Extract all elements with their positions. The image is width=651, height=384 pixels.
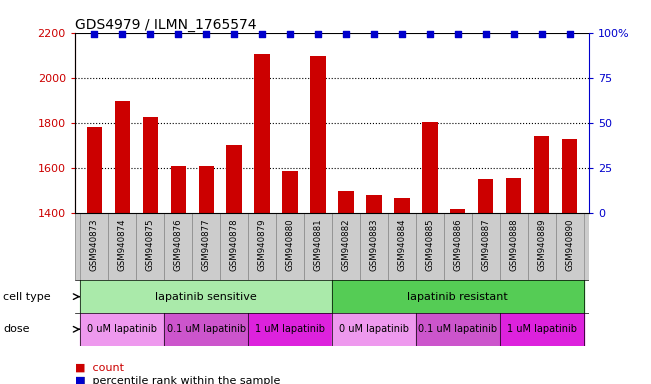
Bar — [500, 213, 528, 280]
Bar — [388, 213, 416, 280]
Point — [117, 31, 128, 38]
Point — [564, 31, 575, 38]
Point — [89, 31, 100, 38]
Bar — [332, 213, 360, 280]
Text: GSM940875: GSM940875 — [146, 218, 155, 271]
Point — [508, 31, 519, 38]
Bar — [171, 166, 186, 213]
Text: GSM940881: GSM940881 — [314, 218, 322, 271]
Bar — [562, 139, 577, 213]
Point — [480, 31, 491, 38]
Bar — [199, 166, 214, 213]
Bar — [444, 213, 472, 280]
Text: ■: ■ — [75, 376, 85, 384]
Text: lapatinib sensitive: lapatinib sensitive — [156, 291, 257, 302]
Bar — [248, 313, 332, 346]
Point — [257, 31, 268, 38]
Text: lapatinib resistant: lapatinib resistant — [408, 291, 508, 302]
Text: 0.1 uM lapatinib: 0.1 uM lapatinib — [167, 324, 246, 334]
Text: GSM940882: GSM940882 — [342, 218, 350, 271]
Bar — [395, 199, 409, 213]
Bar — [339, 190, 353, 213]
Text: GDS4979 / ILMN_1765574: GDS4979 / ILMN_1765574 — [75, 18, 256, 31]
Bar — [115, 101, 130, 213]
Text: 1 uM lapatinib: 1 uM lapatinib — [506, 324, 577, 334]
Text: ■  percentile rank within the sample: ■ percentile rank within the sample — [75, 376, 280, 384]
Bar — [311, 56, 326, 213]
Text: GSM940880: GSM940880 — [286, 218, 295, 271]
Bar — [416, 213, 444, 280]
Bar — [248, 213, 276, 280]
Text: 0 uM lapatinib: 0 uM lapatinib — [87, 324, 158, 334]
Bar — [555, 213, 583, 280]
Bar — [87, 127, 102, 213]
Point — [536, 31, 547, 38]
Text: GSM940890: GSM940890 — [565, 218, 574, 271]
Text: GSM940874: GSM940874 — [118, 218, 127, 271]
Bar — [500, 313, 583, 346]
Point — [173, 31, 184, 38]
Text: GSM940885: GSM940885 — [425, 218, 434, 271]
Bar — [109, 213, 136, 280]
Bar — [81, 213, 109, 280]
Bar — [143, 117, 158, 213]
Bar — [81, 280, 332, 313]
Bar — [332, 280, 583, 313]
Text: GSM940887: GSM940887 — [481, 218, 490, 271]
Point — [368, 31, 379, 38]
Point — [452, 31, 463, 38]
Text: GSM940888: GSM940888 — [509, 218, 518, 271]
Bar — [276, 213, 304, 280]
Bar — [283, 171, 298, 213]
Point — [340, 31, 351, 38]
Text: GSM940873: GSM940873 — [90, 218, 99, 271]
Point — [201, 31, 212, 38]
Text: GSM940879: GSM940879 — [258, 218, 267, 271]
Bar — [367, 195, 381, 213]
Bar — [192, 213, 220, 280]
Bar — [416, 313, 500, 346]
Bar — [450, 209, 465, 213]
Bar — [360, 213, 388, 280]
Text: 1 uM lapatinib: 1 uM lapatinib — [255, 324, 325, 334]
Bar — [478, 179, 493, 213]
Point — [396, 31, 407, 38]
Point — [145, 31, 156, 38]
Bar — [506, 178, 521, 213]
Bar — [220, 213, 248, 280]
Text: GSM940884: GSM940884 — [397, 218, 406, 271]
Bar — [81, 313, 164, 346]
Bar — [422, 122, 437, 213]
Bar — [136, 213, 164, 280]
Bar — [332, 313, 416, 346]
Text: GSM940883: GSM940883 — [369, 218, 378, 271]
Point — [313, 31, 324, 38]
Bar — [164, 313, 248, 346]
Text: GSM940889: GSM940889 — [537, 218, 546, 271]
Bar — [528, 213, 555, 280]
Point — [285, 31, 296, 38]
Bar — [534, 136, 549, 213]
Bar — [304, 213, 332, 280]
Point — [229, 31, 240, 38]
Text: GSM940877: GSM940877 — [202, 218, 211, 271]
Bar — [164, 213, 192, 280]
Text: ■  count: ■ count — [75, 363, 124, 373]
Text: dose: dose — [3, 324, 30, 334]
Bar — [472, 213, 500, 280]
Text: GSM940878: GSM940878 — [230, 218, 239, 271]
Text: cell type: cell type — [3, 291, 51, 302]
Text: GSM940876: GSM940876 — [174, 218, 183, 271]
Text: 0.1 uM lapatinib: 0.1 uM lapatinib — [418, 324, 497, 334]
Point — [424, 31, 435, 38]
Text: GSM940886: GSM940886 — [453, 218, 462, 271]
Text: 0 uM lapatinib: 0 uM lapatinib — [339, 324, 409, 334]
Bar — [255, 54, 270, 213]
Bar — [227, 146, 242, 213]
